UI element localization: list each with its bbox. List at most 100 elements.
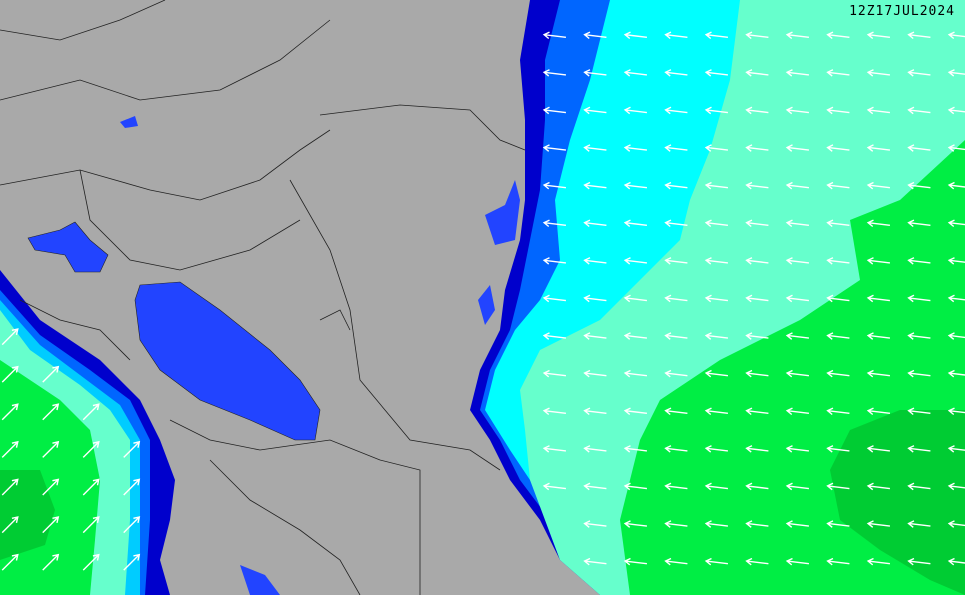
wave-arrow bbox=[664, 181, 688, 190]
wave-arrow bbox=[1, 403, 19, 421]
wave-arrow bbox=[583, 332, 607, 340]
wave-arrow bbox=[866, 106, 891, 115]
wave-arrow bbox=[826, 369, 850, 378]
wave-arrow bbox=[866, 31, 891, 40]
wave-arrow bbox=[664, 482, 688, 491]
wave-arrow bbox=[866, 369, 891, 378]
wave-arrow bbox=[704, 369, 729, 378]
wave-arrow bbox=[907, 106, 931, 115]
wave-arrow bbox=[704, 445, 729, 453]
wave-arrow bbox=[826, 407, 850, 416]
wave-arrow bbox=[947, 369, 965, 378]
wave-arrow bbox=[745, 31, 769, 40]
wave-arrow bbox=[704, 482, 729, 491]
wave-arrow bbox=[583, 257, 607, 265]
wave-arrow bbox=[947, 332, 965, 340]
wave-arrow bbox=[623, 181, 648, 190]
wave-arrow bbox=[907, 445, 931, 453]
wave-arrow bbox=[664, 369, 688, 378]
wave-arrow bbox=[583, 106, 607, 115]
wave-arrow bbox=[866, 445, 891, 453]
wave-arrow bbox=[623, 69, 648, 77]
lakes bbox=[27, 116, 520, 595]
wave-arrow bbox=[664, 219, 688, 228]
wave-arrow bbox=[947, 557, 965, 566]
wave-arrow bbox=[123, 440, 141, 458]
wave-arrow bbox=[623, 520, 648, 528]
wave-arrow bbox=[866, 144, 891, 152]
pacific-wave-bands bbox=[0, 270, 175, 595]
band-darkgreen bbox=[0, 470, 55, 560]
wave-arrow bbox=[583, 181, 607, 190]
wave-arrow bbox=[907, 332, 931, 340]
wave-arrow bbox=[785, 106, 810, 115]
wave-arrow bbox=[745, 219, 769, 228]
wave-arrow bbox=[745, 445, 769, 453]
wave-arrow bbox=[866, 482, 891, 491]
wave-arrow bbox=[42, 403, 60, 421]
wave-arrow bbox=[542, 407, 567, 416]
wave-arrow bbox=[123, 516, 141, 534]
wave-arrow bbox=[907, 31, 931, 40]
wave-arrow bbox=[1, 365, 19, 383]
wave-arrow bbox=[826, 557, 850, 566]
wave-arrow bbox=[947, 106, 965, 115]
wave-arrow bbox=[785, 557, 810, 566]
wave-arrow bbox=[123, 478, 141, 496]
wave-arrow bbox=[1, 328, 19, 346]
wave-arrow bbox=[785, 332, 810, 340]
wave-arrow bbox=[866, 407, 891, 416]
wave-arrow bbox=[826, 332, 850, 340]
wave-arrow bbox=[704, 257, 729, 265]
wave-arrow bbox=[1, 440, 19, 458]
wave-arrow bbox=[664, 294, 688, 303]
wave-arrow bbox=[583, 69, 607, 77]
wave-arrow bbox=[907, 557, 931, 566]
wave-arrow bbox=[42, 478, 60, 496]
wave-arrow bbox=[866, 294, 891, 303]
wave-arrow bbox=[745, 294, 769, 303]
wave-arrow bbox=[826, 219, 850, 228]
wave-arrow bbox=[947, 407, 965, 416]
wave-arrow bbox=[623, 445, 648, 453]
wave-arrow bbox=[542, 294, 567, 303]
wave-arrow bbox=[785, 520, 810, 528]
wave-arrow bbox=[42, 553, 60, 571]
wave-arrow bbox=[82, 403, 100, 421]
wave-arrow bbox=[866, 181, 891, 190]
wave-arrow bbox=[947, 445, 965, 453]
wave-arrow bbox=[664, 445, 688, 453]
wave-arrow bbox=[907, 482, 931, 491]
wave-arrow bbox=[745, 332, 769, 340]
wave-arrow bbox=[826, 106, 850, 115]
wave-arrow bbox=[542, 144, 567, 152]
wave-arrow bbox=[785, 69, 810, 77]
wave-arrow bbox=[826, 31, 850, 40]
wave-arrow bbox=[704, 144, 729, 152]
wave-arrow bbox=[583, 557, 607, 566]
wave-arrow bbox=[583, 219, 607, 228]
wave-arrow bbox=[745, 181, 769, 190]
wave-arrow bbox=[704, 106, 729, 115]
wave-arrow bbox=[947, 294, 965, 303]
wave-arrow bbox=[623, 257, 648, 265]
wave-arrow bbox=[542, 482, 567, 491]
wave-arrow bbox=[745, 144, 769, 152]
lake-managua bbox=[27, 221, 109, 273]
wave-arrow bbox=[785, 294, 810, 303]
wave-arrow bbox=[907, 69, 931, 77]
wave-arrow bbox=[826, 181, 850, 190]
wave-arrow bbox=[542, 69, 567, 77]
wave-arrow bbox=[785, 482, 810, 491]
lake-nicaragua bbox=[134, 281, 321, 441]
wave-arrow bbox=[664, 257, 688, 265]
wave-arrow bbox=[866, 332, 891, 340]
wave-arrow bbox=[826, 294, 850, 303]
wave-arrow bbox=[542, 31, 567, 40]
wave-arrow bbox=[42, 516, 60, 534]
wave-arrow bbox=[866, 219, 891, 228]
wave-arrow bbox=[664, 557, 688, 566]
wave-arrow bbox=[745, 407, 769, 416]
wave-arrow bbox=[583, 144, 607, 152]
